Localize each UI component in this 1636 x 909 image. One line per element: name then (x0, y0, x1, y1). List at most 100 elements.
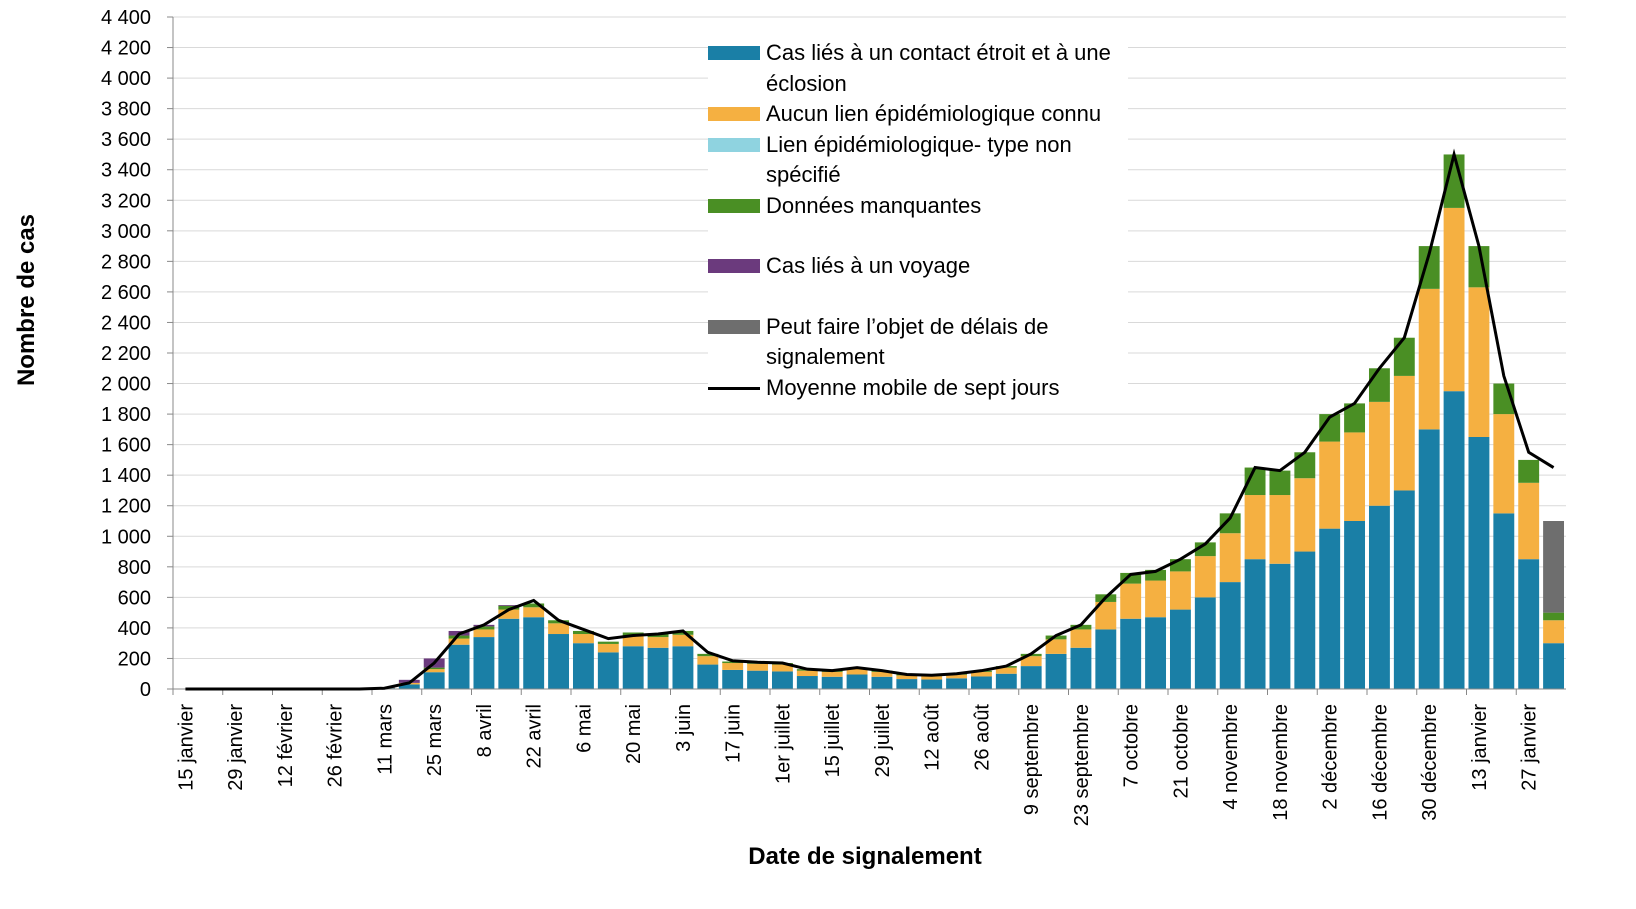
bar-segment (1368, 505, 1390, 689)
bar-segment (1120, 618, 1142, 689)
bar-segment (572, 630, 594, 635)
bar-segment (1269, 470, 1291, 496)
bar-segment (1244, 467, 1266, 496)
bar-segment (647, 634, 669, 638)
bar-segment (995, 673, 1017, 689)
bar-segment (1070, 629, 1092, 648)
bar-segment (1468, 437, 1490, 689)
x-tick-label: 18 novembre (1270, 704, 1292, 821)
bar-segment (722, 661, 744, 664)
x-tick-label: 1er juillet (772, 704, 794, 784)
y-tick-label: 1 600 (101, 435, 151, 457)
y-tick-label: 200 (118, 648, 151, 670)
legend-item: Moyenne mobile de sept jours (708, 373, 1128, 404)
bar-segment (1418, 288, 1440, 430)
y-tick-label: 2 400 (101, 312, 151, 334)
bar-segment (796, 670, 818, 677)
bar-segment (473, 637, 495, 689)
y-tick-label: 3 400 (101, 160, 151, 182)
bar-segment (1169, 571, 1191, 610)
bar-segment (473, 629, 495, 638)
bar-segment (722, 663, 744, 670)
bar-segment (921, 679, 943, 689)
bar-segment (1070, 624, 1092, 630)
bar-segment (1443, 154, 1465, 208)
bar-segment (1244, 495, 1266, 560)
x-tick-label: 12 août (922, 704, 944, 771)
x-tick-label: 29 juillet (872, 704, 894, 778)
bar-segment (1244, 559, 1266, 689)
bar-segment (1443, 391, 1465, 689)
bar-segment (722, 669, 744, 689)
y-tick-label: 4 000 (101, 68, 151, 90)
bar-segment (771, 671, 793, 689)
x-tick-label: 7 octobre (1121, 704, 1143, 787)
bar-segment (697, 664, 719, 689)
bar-segment (448, 644, 470, 689)
y-tick-label: 3 800 (101, 99, 151, 121)
bar-segment (1294, 551, 1316, 689)
bar-segment (423, 667, 445, 670)
legend: Cas liés à un contact étroit et à une éc… (708, 38, 1128, 403)
legend-item: Lien épidémiologique- type non spécifié (708, 130, 1128, 191)
bar-segment (1045, 639, 1067, 654)
x-tick-label: 22 avril (524, 704, 546, 768)
bar-segment (672, 634, 694, 647)
bar-segment (597, 643, 619, 653)
bar-segment (1045, 635, 1067, 640)
x-tick-label: 16 décembre (1369, 704, 1391, 821)
bar-segment (1294, 478, 1316, 552)
x-tick-label: 13 janvier (1469, 704, 1491, 791)
x-tick-label: 27 janvier (1519, 704, 1541, 791)
legend-swatch (708, 259, 760, 273)
bar-segment (821, 676, 843, 689)
bar-segment (896, 679, 918, 689)
bar-segment (1294, 452, 1316, 479)
bar-segment (548, 634, 570, 689)
bar-segment (1095, 601, 1117, 630)
bar-segment (1368, 368, 1390, 402)
bar-segment (871, 671, 893, 677)
bar-segment (423, 672, 445, 689)
bar-segment (1020, 656, 1042, 667)
x-tick-label: 29 janvier (225, 704, 247, 791)
bar-segment (821, 671, 843, 677)
bar-segment (946, 678, 968, 689)
x-tick-label: 20 mai (623, 704, 645, 764)
y-tick-label: 4 400 (101, 7, 151, 29)
legend-label: Aucun lien épidémiologique connu (766, 101, 1102, 126)
bar-segment (548, 623, 570, 635)
y-axis-title: Nombre de cas (13, 214, 40, 386)
y-tick-label: 2 800 (101, 251, 151, 273)
y-tick-label: 3 200 (101, 190, 151, 212)
bar-segment (1344, 403, 1366, 433)
bar-segment (1145, 580, 1167, 618)
bar-segment (1368, 401, 1390, 506)
legend-swatch (708, 386, 760, 390)
bar-segment (597, 641, 619, 644)
x-tick-label: 21 octobre (1170, 704, 1192, 799)
bar-segment (1045, 653, 1067, 689)
bar-segment (622, 632, 644, 636)
bar-segment (448, 635, 470, 639)
y-tick-label: 600 (118, 587, 151, 609)
bar-segment (523, 607, 545, 618)
bar-segment (946, 674, 968, 679)
bar-segment (697, 653, 719, 657)
bar-segment (1344, 432, 1366, 521)
bar-segment (498, 605, 520, 606)
y-tick-label: 3 000 (101, 221, 151, 243)
bar-segment (771, 664, 793, 672)
legend-label: Moyenne mobile de sept jours (766, 374, 1060, 400)
x-tick-label: 2 décembre (1320, 704, 1342, 810)
bar-segment (871, 676, 893, 689)
bar-segment (1518, 459, 1540, 483)
bar-segment (1194, 556, 1216, 598)
bar-segment (995, 667, 1017, 674)
y-tick-label: 0 (140, 679, 151, 701)
x-tick-label: 17 juin (723, 704, 745, 763)
legend-item: Cas liés à un contact étroit et à une éc… (708, 38, 1128, 99)
bar-segment (1194, 597, 1216, 689)
bar-segment (572, 634, 594, 644)
